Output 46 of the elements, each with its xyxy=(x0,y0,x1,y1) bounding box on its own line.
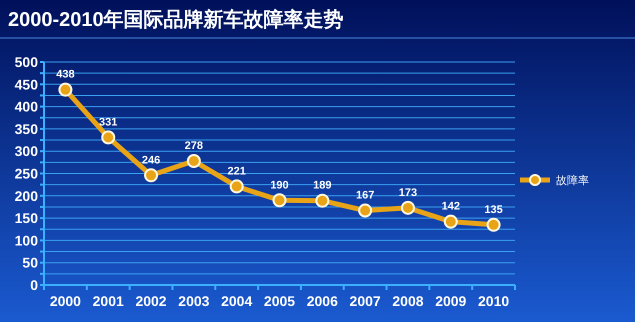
point xyxy=(186,154,201,168)
point xyxy=(58,82,72,97)
x-tick-label: 2002 xyxy=(135,293,167,309)
x-tick-label: 2010 xyxy=(478,293,510,309)
data-label: 189 xyxy=(313,180,332,192)
x-tick-label: 2008 xyxy=(392,293,424,309)
data-label: 135 xyxy=(484,204,503,216)
point xyxy=(486,218,501,232)
x-tick-label: 2004 xyxy=(221,293,252,309)
y-tick-label: 250 xyxy=(14,166,38,182)
point xyxy=(101,130,116,144)
data-label: 221 xyxy=(228,165,246,178)
x-tick-label: 2006 xyxy=(306,293,338,309)
point xyxy=(144,168,158,182)
x-tick-label: 2001 xyxy=(92,293,124,309)
y-tick-label: 350 xyxy=(14,120,38,137)
x-tick-label: 2007 xyxy=(350,293,381,309)
point xyxy=(444,214,458,229)
y-tick-label: 0 xyxy=(30,277,38,293)
y-tick-label: 400 xyxy=(14,98,38,115)
y-tick-label: 200 xyxy=(14,188,38,204)
point xyxy=(400,200,415,215)
data-label: 331 xyxy=(99,116,118,128)
data-label: 278 xyxy=(184,140,204,152)
y-tick-label: 500 xyxy=(14,54,38,70)
x-tick-label: 2005 xyxy=(264,293,296,309)
y-tick-label: 100 xyxy=(14,232,38,248)
legend-label: 故障率 xyxy=(556,174,589,187)
point xyxy=(272,193,286,208)
point xyxy=(358,204,372,218)
x-tick-label: 2003 xyxy=(178,293,210,309)
y-tick-label: 150 xyxy=(14,210,38,226)
chart-title: 2000-2010年国际品牌新车故障率走势 xyxy=(8,8,344,31)
data-label: 438 xyxy=(56,68,75,81)
point xyxy=(230,179,244,194)
x-tick-label: 2000 xyxy=(50,293,82,309)
x-tick-label: 2009 xyxy=(435,293,467,309)
data-label: 142 xyxy=(442,200,460,213)
data-label: 173 xyxy=(398,186,418,199)
data-label: 167 xyxy=(356,190,374,202)
point xyxy=(315,194,330,208)
y-tick-label: 450 xyxy=(14,76,38,92)
data-label: 190 xyxy=(270,179,289,192)
y-tick-label: 50 xyxy=(22,254,38,271)
y-tick-label: 300 xyxy=(14,143,38,160)
data-label: 246 xyxy=(142,154,160,166)
